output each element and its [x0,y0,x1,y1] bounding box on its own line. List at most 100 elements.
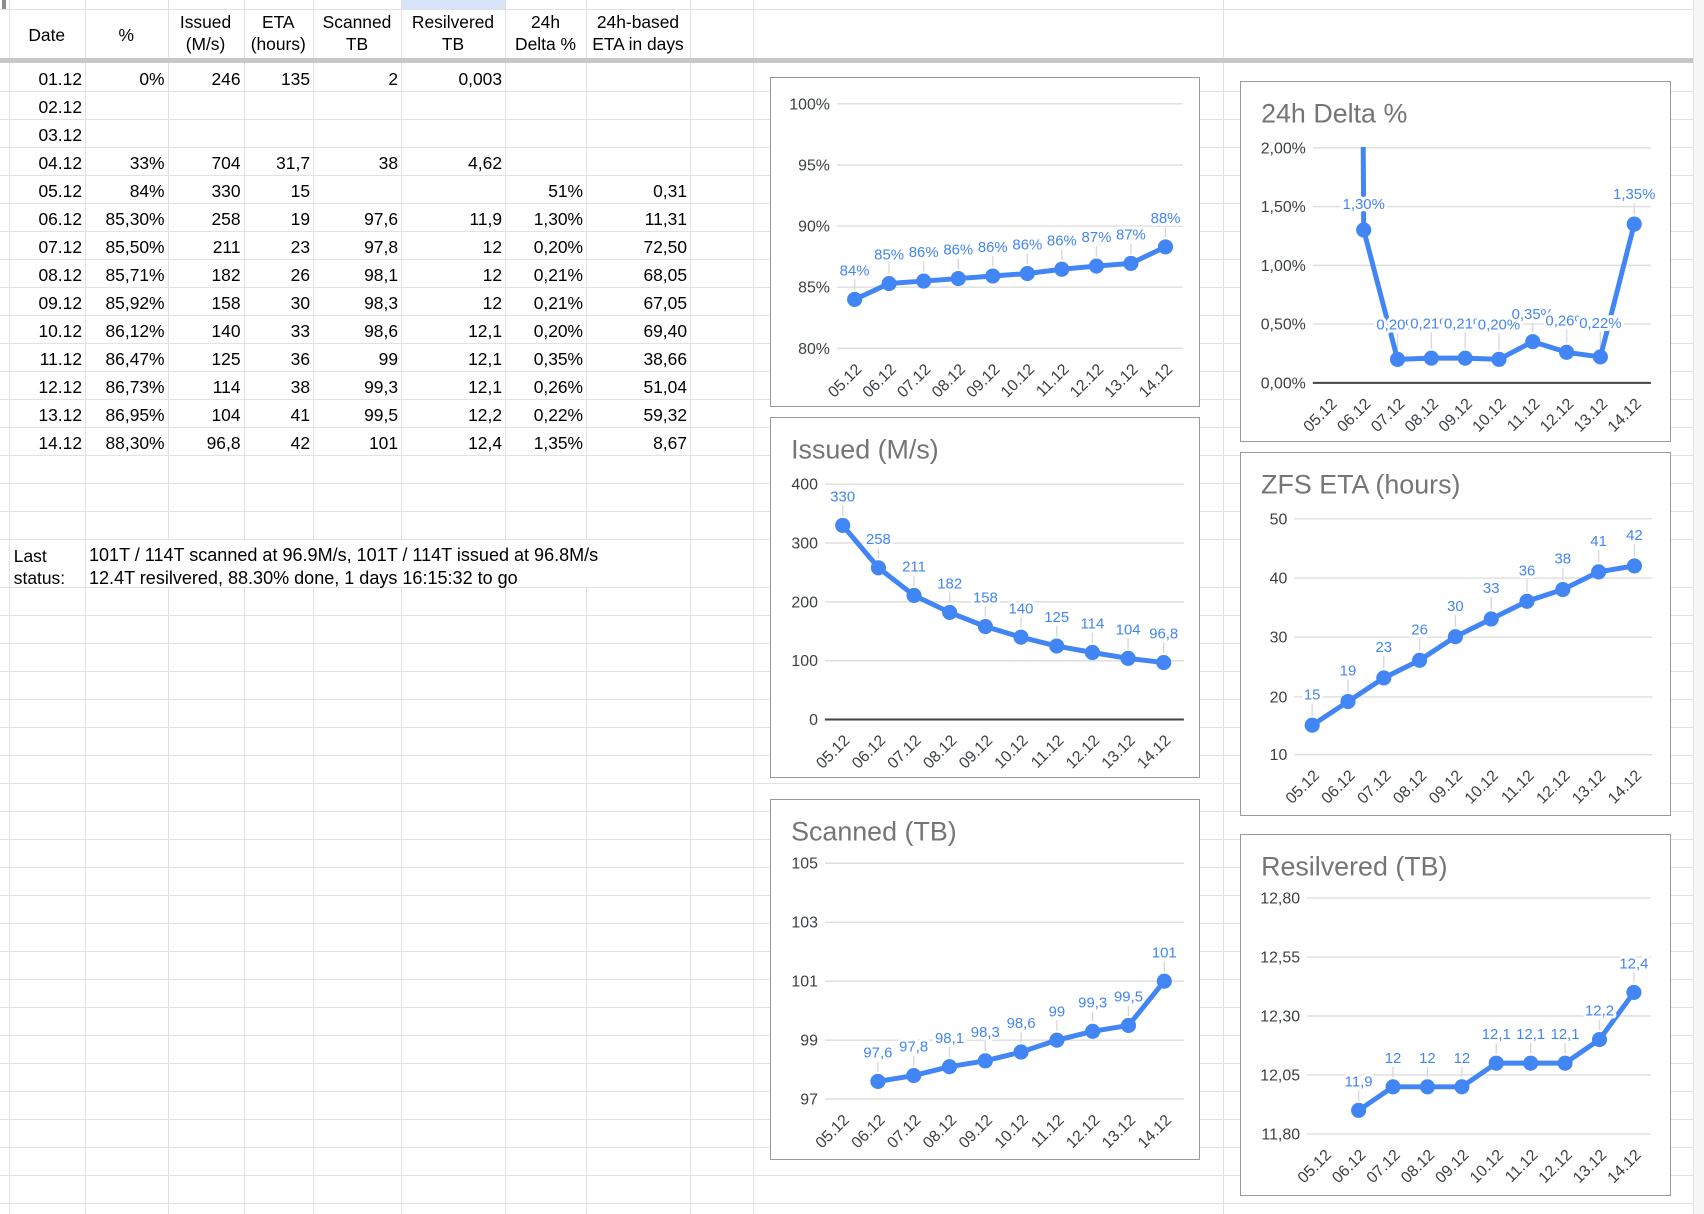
svg-text:1,30%: 1,30% [1343,197,1385,213]
svg-text:12,80: 12,80 [1260,891,1300,908]
svg-text:140: 140 [1009,601,1034,617]
svg-text:1,35%: 1,35% [1613,187,1655,203]
svg-text:211: 211 [902,560,926,576]
svg-text:13.12: 13.12 [1571,395,1611,435]
svg-text:05.12: 05.12 [1301,395,1341,435]
svg-text:182: 182 [937,577,962,593]
svg-text:11.12: 11.12 [1033,361,1072,400]
svg-text:0,20%: 0,20% [1478,318,1520,334]
svg-text:86%: 86% [1047,233,1077,249]
svg-text:50: 50 [1270,511,1288,528]
svg-text:12: 12 [1454,1051,1471,1067]
svg-text:0,35%: 0,35% [1512,307,1554,323]
svg-text:12,2: 12,2 [1585,1004,1614,1020]
svg-text:41: 41 [1590,534,1607,550]
svg-text:20: 20 [1270,689,1288,706]
svg-text:95%: 95% [798,157,830,174]
svg-text:11,9: 11,9 [1345,1075,1373,1091]
svg-text:10.12: 10.12 [998,361,1038,401]
svg-text:101: 101 [1152,945,1177,961]
svg-text:08.12: 08.12 [1402,395,1442,435]
svg-text:12,1: 12,1 [1516,1027,1545,1043]
svg-text:0: 0 [809,712,818,729]
svg-text:06.12: 06.12 [860,361,900,401]
svg-text:12,4: 12,4 [1619,957,1648,973]
svg-text:90%: 90% [798,219,830,236]
svg-text:06.12: 06.12 [849,732,889,772]
svg-text:07.12: 07.12 [1354,767,1394,807]
svg-text:26: 26 [1411,622,1428,638]
svg-text:99: 99 [1049,1004,1066,1020]
svg-text:12,1: 12,1 [1551,1027,1580,1043]
svg-text:10.12: 10.12 [992,1112,1032,1152]
svg-text:ZFS ETA (hours): ZFS ETA (hours) [1261,469,1460,499]
svg-text:84%: 84% [840,264,870,280]
svg-text:19: 19 [1340,664,1357,680]
svg-text:104: 104 [1116,622,1141,638]
svg-text:13.12: 13.12 [1099,732,1139,772]
svg-text:05.12: 05.12 [813,1112,853,1152]
svg-text:0,20%: 0,20% [1376,318,1418,334]
svg-text:99: 99 [800,1033,818,1050]
svg-text:101: 101 [791,974,818,991]
svg-text:103: 103 [791,915,818,932]
svg-text:12.12: 12.12 [1063,732,1103,772]
svg-text:0,00%: 0,00% [1261,375,1306,392]
svg-text:80%: 80% [798,341,830,358]
svg-text:87%: 87% [1116,228,1146,244]
svg-text:12: 12 [1385,1051,1402,1067]
svg-text:12.12: 12.12 [1537,395,1577,435]
svg-text:12.12: 12.12 [1533,767,1573,807]
svg-text:105: 105 [791,856,818,873]
svg-text:98,3: 98,3 [971,1025,1000,1041]
svg-text:23: 23 [1375,640,1392,656]
svg-text:11.12: 11.12 [1028,1112,1067,1151]
svg-text:11.12: 11.12 [1498,767,1537,806]
svg-text:Resilvered (TB): Resilvered (TB) [1261,851,1447,881]
svg-text:07.12: 07.12 [885,732,925,772]
svg-text:10.12: 10.12 [1470,395,1510,435]
svg-text:0,21%: 0,21% [1444,316,1486,332]
svg-text:38: 38 [1555,552,1572,568]
svg-text:14.12: 14.12 [1136,361,1176,401]
svg-text:07.12: 07.12 [1368,395,1408,435]
svg-text:1,00%: 1,00% [1261,258,1306,275]
svg-text:10.12: 10.12 [1467,1147,1507,1187]
svg-text:10.12: 10.12 [1462,767,1502,807]
svg-text:98,1: 98,1 [935,1031,964,1047]
svg-text:08.12: 08.12 [920,732,960,772]
svg-text:97,8: 97,8 [899,1040,928,1056]
svg-text:08.12: 08.12 [1390,767,1430,807]
svg-text:05.12: 05.12 [825,361,865,401]
svg-text:Issued (M/s): Issued (M/s) [791,434,939,464]
svg-text:114: 114 [1081,617,1105,633]
svg-text:10.12: 10.12 [992,732,1032,772]
svg-text:05.12: 05.12 [813,732,853,772]
svg-text:08.12: 08.12 [920,1112,960,1152]
svg-text:85%: 85% [874,248,904,264]
svg-text:300: 300 [791,536,818,553]
svg-text:12,55: 12,55 [1260,949,1300,966]
svg-text:06.12: 06.12 [849,1112,889,1152]
svg-text:14.12: 14.12 [1605,395,1645,435]
svg-text:97,6: 97,6 [863,1046,892,1062]
svg-text:06.12: 06.12 [1319,767,1359,807]
svg-text:97: 97 [800,1092,818,1109]
svg-text:12.12: 12.12 [1063,1112,1103,1152]
svg-text:30: 30 [1270,630,1288,647]
svg-text:100%: 100% [789,96,830,113]
svg-text:87%: 87% [1082,230,1112,246]
svg-text:13.12: 13.12 [1099,1112,1139,1152]
svg-text:1,50%: 1,50% [1261,199,1306,216]
svg-text:12,30: 12,30 [1260,1008,1300,1025]
svg-text:07.12: 07.12 [1364,1147,1404,1187]
svg-text:99,3: 99,3 [1078,995,1107,1011]
svg-text:24h Delta %: 24h Delta % [1261,98,1407,128]
svg-text:86%: 86% [1012,238,1042,254]
svg-text:11,80: 11,80 [1261,1126,1300,1143]
svg-text:200: 200 [791,594,818,611]
svg-text:06.12: 06.12 [1329,1147,1369,1187]
svg-text:15: 15 [1304,687,1321,703]
svg-text:09.12: 09.12 [956,732,996,772]
svg-text:09.12: 09.12 [1426,767,1466,807]
